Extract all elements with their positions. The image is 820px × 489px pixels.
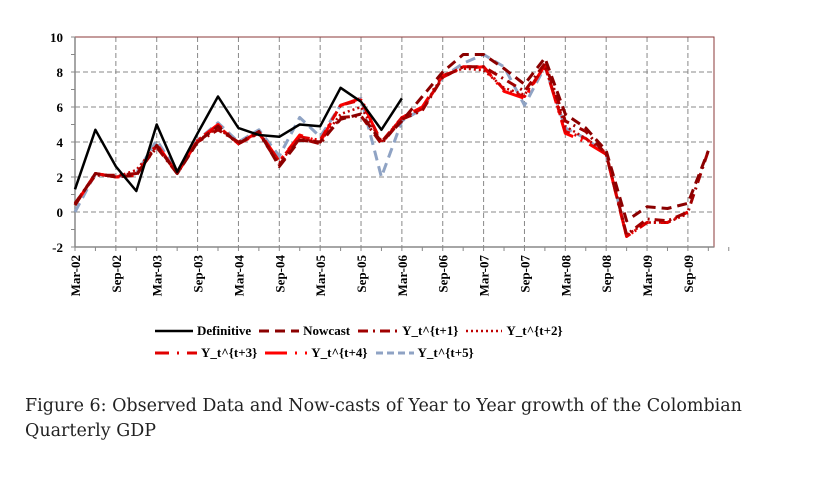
series-group [73, 53, 710, 238]
x-tick-label: Sep-03 [191, 255, 206, 293]
legend-item-yt4: Y_t^{t+4} [265, 345, 368, 361]
legend-row-2: Y_t^{t+3} Y_t^{t+4} Y_t^{t+5} [155, 342, 655, 364]
x-tick-label: Mar-04 [231, 255, 246, 297]
x-tick-label: Mar-05 [313, 255, 328, 297]
series-line [73, 53, 710, 223]
legend-swatch-yt4 [265, 351, 308, 355]
y-tick-label: 6 [57, 100, 64, 115]
series-definitive [73, 86, 403, 193]
y-tick-label: 2 [57, 170, 64, 185]
legend-label: Y_t^{t+1} [402, 323, 459, 338]
line-chart: -2 0 2 4 6 8 10 Mar-02 Sep-02 Mar-03 Sep-03 Mar-04… [50, 30, 730, 297]
series-line [73, 63, 689, 238]
x-tick-label: Sep-05 [354, 255, 369, 293]
x-tick-label: Mar-09 [640, 255, 655, 297]
legend-item-definitive: Definitive [155, 323, 251, 339]
x-tick-labels: Mar-02 Sep-02 Mar-03 Sep-03 Mar-04 Sep-04 Mar-… [68, 255, 696, 297]
x-tick-label: Sep-06 [436, 255, 451, 293]
legend-row-1: Definitive Nowcast Y_t^{t+1} Y_t^{t+2} [155, 320, 655, 342]
series-nowcast [73, 53, 710, 223]
legend-item-yt2: Y_t^{t+2} [466, 323, 563, 339]
legend-swatch-nowcast [259, 329, 300, 333]
legend-label: Nowcast [303, 323, 351, 338]
legend-item-yt3: Y_t^{t+3} [155, 345, 257, 361]
legend-label: Y_t^{t+5} [417, 345, 474, 360]
legend-swatch-yt1 [358, 329, 399, 333]
y-tick-label: 10 [50, 30, 63, 45]
legend-label: Definitive [197, 323, 252, 338]
series-y-t-t-3- [73, 63, 689, 238]
x-tick-label: Sep-08 [599, 255, 614, 293]
y-tick-label: -2 [52, 240, 63, 255]
legend-swatch-yt2 [466, 329, 503, 333]
x-tick-label: Mar-08 [558, 255, 573, 297]
series-line [73, 61, 710, 237]
legend-label: Y_t^{t+3} [201, 345, 258, 360]
y-tick-label: 0 [57, 205, 64, 220]
legend: Definitive Nowcast Y_t^{t+1} Y_t^{t+2} Y… [155, 320, 655, 364]
x-tick-label: Mar-03 [150, 255, 165, 297]
x-tick-label: Sep-04 [272, 255, 287, 293]
legend-label: Y_t^{t+2} [506, 323, 563, 338]
legend-item-nowcast: Nowcast [259, 323, 350, 339]
series-y-t-t-1- [73, 61, 710, 237]
x-tick-label: Sep-09 [681, 255, 696, 293]
y-tick-label: 8 [57, 65, 64, 80]
figure-caption: Figure 6: Observed Data and Now-casts of… [25, 396, 742, 441]
x-tick-label: Mar-06 [395, 255, 410, 297]
legend-swatch-yt3 [155, 351, 197, 355]
legend-label: Y_t^{t+4} [311, 345, 368, 360]
x-tick-label: Sep-07 [517, 255, 532, 293]
x-tick-label: Mar-02 [68, 255, 83, 296]
x-tick-label: Mar-07 [477, 255, 492, 297]
legend-swatch-yt5 [375, 351, 414, 355]
y-tick-labels: -2 0 2 4 6 8 10 [50, 30, 64, 255]
legend-item-yt5: Y_t^{t+5} [375, 345, 474, 361]
y-tick-label: 4 [57, 135, 64, 150]
legend-item-yt1: Y_t^{t+1} [358, 323, 458, 339]
axes [71, 36, 730, 251]
legend-swatch-definitive [155, 329, 193, 333]
x-tick-label: Sep-02 [109, 255, 124, 293]
series-line [73, 86, 403, 193]
